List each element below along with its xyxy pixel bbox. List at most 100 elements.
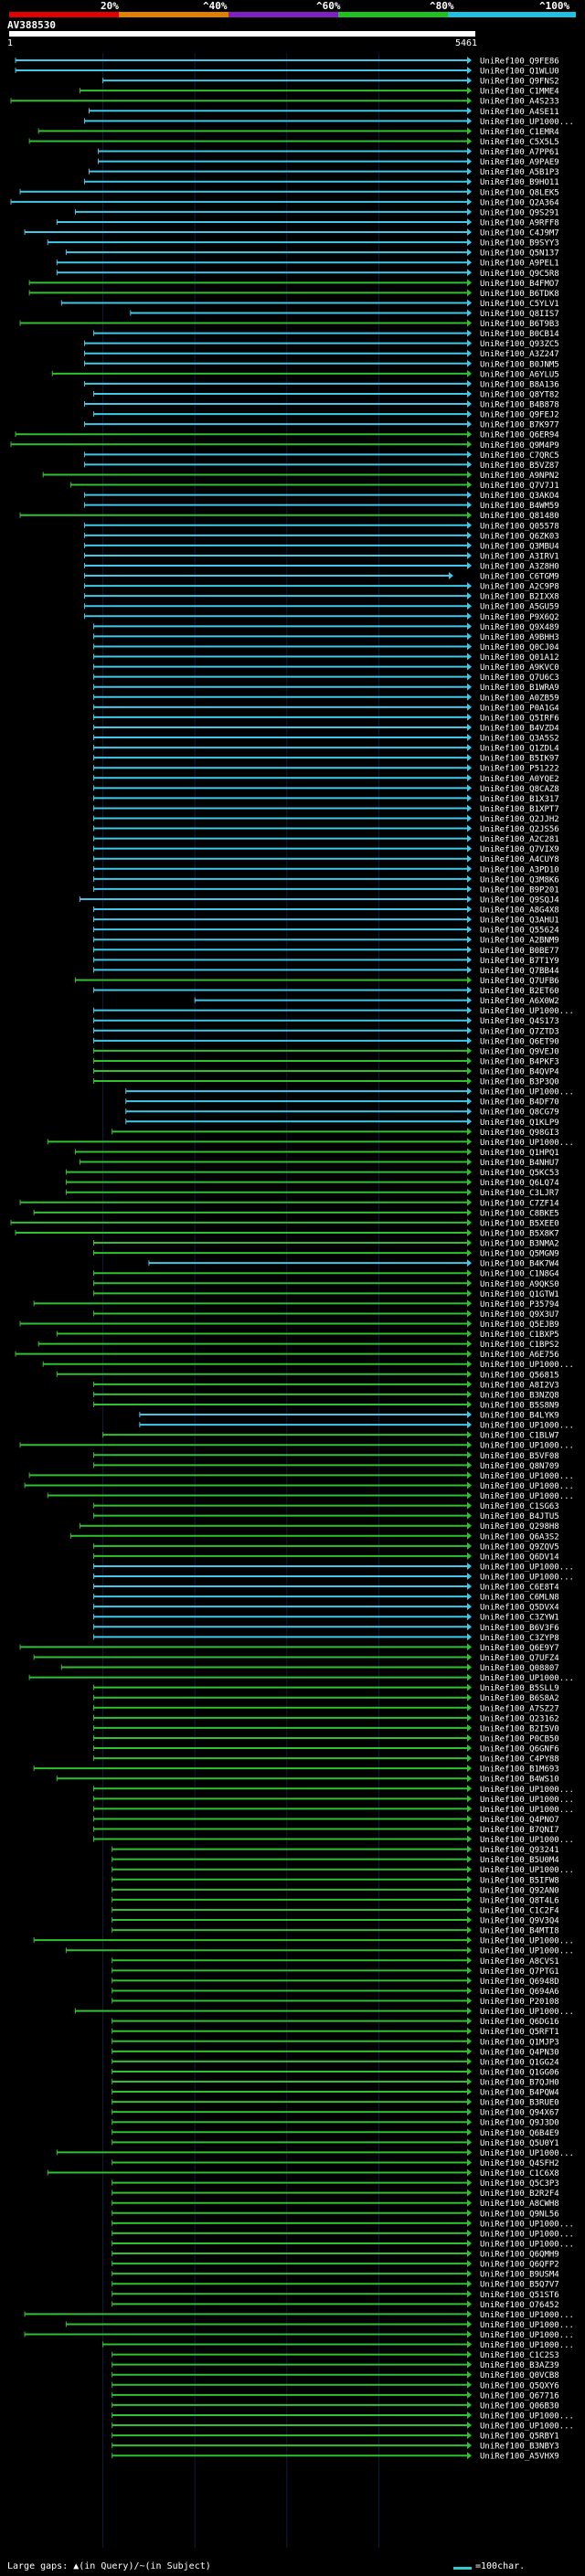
hit-row[interactable]: UniRef100_B3NZQ8 <box>93 1390 559 1401</box>
hit-row[interactable]: UniRef100_Q2JS56 <box>93 824 559 835</box>
hit-row[interactable]: UniRef100_Q1KLP9 <box>125 1118 559 1128</box>
hit-label[interactable]: UniRef100_Q9M4P9 <box>480 441 559 451</box>
hit-label[interactable]: UniRef100_B2IXX8 <box>480 593 559 602</box>
hit-label[interactable]: UniRef100_Q51ST6 <box>480 2291 559 2300</box>
hit-row[interactable]: UniRef100_C8BKE5 <box>33 1208 559 1219</box>
hit-label[interactable]: UniRef100_UP1000... <box>480 1442 574 1451</box>
hit-row[interactable]: UniRef100_UP1000... <box>112 1865 574 1876</box>
hit-label[interactable]: UniRef100_B4DF70 <box>480 1098 559 1108</box>
hit-row[interactable]: UniRef100_A4CUY8 <box>93 854 559 865</box>
hit-row[interactable]: UniRef100_UP1000... <box>33 1936 574 1946</box>
hit-row[interactable]: UniRef100_Q8T4L6 <box>112 1895 559 1906</box>
hit-label[interactable]: UniRef100_Q8CAZ8 <box>480 785 559 794</box>
hit-label[interactable]: UniRef100_Q8T4L6 <box>480 1896 559 1905</box>
hit-label[interactable]: UniRef100_C3ZYW1 <box>480 1614 559 1623</box>
hit-label[interactable]: UniRef100_UP1000... <box>480 2321 574 2330</box>
hit-row[interactable]: UniRef100_Q1GG06 <box>112 2067 559 2078</box>
hit-label[interactable]: UniRef100_C5X5L5 <box>480 138 559 147</box>
hit-row[interactable]: UniRef100_C1MME4 <box>79 87 559 97</box>
hit-label[interactable]: UniRef100_Q8YT82 <box>480 390 559 399</box>
hit-label[interactable]: UniRef100_UP1000... <box>480 2240 574 2249</box>
hit-row[interactable]: UniRef100_B1WRA9 <box>93 683 559 694</box>
hit-label[interactable]: UniRef100_A9NPN2 <box>480 472 559 481</box>
hit-row[interactable]: UniRef100_Q2A364 <box>10 197 559 208</box>
hit-row[interactable]: UniRef100_Q9C5R8 <box>56 269 559 279</box>
hit-row[interactable]: UniRef100_Q1GG24 <box>112 2057 559 2068</box>
hit-label[interactable]: UniRef100_Q55624 <box>480 927 559 936</box>
hit-row[interactable]: UniRef100_Q9FE86 <box>15 57 559 67</box>
hit-label[interactable]: UniRef100_B1XPT7 <box>480 805 559 814</box>
hit-label[interactable]: UniRef100_Q3MBU4 <box>480 542 559 551</box>
hit-label[interactable]: UniRef100_Q1WLU0 <box>480 68 559 77</box>
hit-row[interactable]: UniRef100_Q7BB44 <box>93 966 559 976</box>
hit-label[interactable]: UniRef100_C1MME4 <box>480 88 559 97</box>
hit-row[interactable]: UniRef100_Q6ET90 <box>93 1036 559 1047</box>
hit-label[interactable]: UniRef100_UP1000... <box>480 1472 574 1481</box>
hit-label[interactable]: UniRef100_B6S8A2 <box>480 1694 559 1703</box>
hit-row[interactable]: UniRef100_Q7V7J1 <box>69 481 559 492</box>
hit-label[interactable]: UniRef100_B9USM4 <box>480 2271 559 2280</box>
hit-label[interactable]: UniRef100_Q8N709 <box>480 1462 559 1471</box>
hit-row[interactable]: UniRef100_B3AZ39 <box>112 2360 559 2371</box>
hit-label[interactable]: UniRef100_B9HO11 <box>480 178 559 187</box>
hit-label[interactable]: UniRef100_P51222 <box>480 765 559 774</box>
hit-row[interactable]: UniRef100_A9BHH3 <box>93 632 559 642</box>
hit-row[interactable]: UniRef100_A4SE11 <box>89 107 559 117</box>
hit-label[interactable]: UniRef100_A6YLU5 <box>480 370 559 379</box>
hit-label[interactable]: UniRef100_Q9ZQV5 <box>480 1542 559 1552</box>
hit-row[interactable]: UniRef100_A3PD10 <box>93 864 559 875</box>
hit-row[interactable]: UniRef100_Q5MGN9 <box>93 1249 559 1259</box>
hit-row[interactable]: UniRef100_B2I5V0 <box>93 1723 559 1734</box>
hit-label[interactable]: UniRef100_Q6948D <box>480 1977 559 1987</box>
hit-row[interactable]: UniRef100_Q93241 <box>112 1845 559 1856</box>
hit-row[interactable]: UniRef100_UP1000... <box>24 1481 574 1491</box>
hit-label[interactable]: UniRef100_Q1KLP9 <box>480 1118 559 1128</box>
hit-label[interactable]: UniRef100_B6T9B3 <box>480 320 559 329</box>
hit-label[interactable]: UniRef100_C7QRC5 <box>480 451 559 461</box>
hit-row[interactable]: UniRef100_B4K7W4 <box>148 1259 559 1269</box>
hit-label[interactable]: UniRef100_UP1000... <box>480 1937 574 1946</box>
hit-row[interactable]: UniRef100_UP1000... <box>139 1421 574 1431</box>
hit-label[interactable]: UniRef100_UP1000... <box>480 1139 574 1148</box>
hit-row[interactable]: UniRef100_Q08807 <box>60 1663 559 1674</box>
hit-label[interactable]: UniRef100_Q7ZTD3 <box>480 1027 559 1036</box>
hit-label[interactable]: UniRef100_Q2JS56 <box>480 825 559 834</box>
hit-row[interactable]: UniRef100_B2ET60 <box>93 986 559 997</box>
hit-row[interactable]: UniRef100_B9SYY3 <box>47 239 559 249</box>
hit-label[interactable]: UniRef100_A2BNM9 <box>480 937 559 946</box>
hit-row[interactable]: UniRef100_Q5EJB9 <box>19 1320 559 1330</box>
hit-label[interactable]: UniRef100_UP1000... <box>480 118 574 127</box>
hit-label[interactable]: UniRef100_Q5N137 <box>480 249 559 259</box>
hit-label[interactable]: UniRef100_Q9S291 <box>480 208 559 217</box>
hit-row[interactable]: UniRef100_Q5DVX4 <box>93 1603 559 1613</box>
hit-row[interactable]: UniRef100_B7QNI7 <box>93 1825 559 1836</box>
hit-label[interactable]: UniRef100_B5X8K7 <box>480 1229 559 1238</box>
hit-row[interactable]: UniRef100_A2BNM9 <box>93 936 559 946</box>
hit-label[interactable]: UniRef100_Q9J3D0 <box>480 2119 559 2128</box>
hit-row[interactable]: UniRef100_Q5QXY6 <box>112 2380 559 2391</box>
hit-row[interactable]: UniRef100_Q6DV14 <box>93 1552 559 1563</box>
hit-row[interactable]: UniRef100_B2IXX8 <box>83 592 559 602</box>
hit-row[interactable]: UniRef100_B0BE77 <box>93 946 559 956</box>
hit-label[interactable]: UniRef100_Q4PN30 <box>480 2048 559 2057</box>
hit-label[interactable]: UniRef100_Q06B30 <box>480 2401 559 2411</box>
hit-row[interactable]: UniRef100_UP1000... <box>19 1441 574 1451</box>
hit-label[interactable]: UniRef100_C4J9M7 <box>480 229 559 239</box>
hit-label[interactable]: UniRef100_Q3AKO4 <box>480 492 559 501</box>
hit-row[interactable]: UniRef100_Q9X489 <box>93 622 559 632</box>
hit-label[interactable]: UniRef100_Q81480 <box>480 512 559 521</box>
hit-label[interactable]: UniRef100_A5VHX9 <box>480 2453 559 2462</box>
hit-label[interactable]: UniRef100_Q298H8 <box>480 1522 559 1532</box>
hit-label[interactable]: UniRef100_Q6LQ74 <box>480 1179 559 1188</box>
hit-label[interactable]: UniRef100_Q9FNS2 <box>480 78 559 87</box>
hit-row[interactable]: UniRef100_C7ZF14 <box>19 1198 559 1209</box>
hit-row[interactable]: UniRef100_B4VZD4 <box>93 723 559 734</box>
hit-label[interactable]: UniRef100_Q7U6C3 <box>480 673 559 683</box>
hit-row[interactable]: UniRef100_B3NMA2 <box>93 1239 559 1249</box>
hit-row[interactable]: UniRef100_B5S8N9 <box>93 1400 559 1411</box>
hit-row[interactable]: UniRef100_P9X6Q2 <box>83 612 559 622</box>
hit-label[interactable]: UniRef100_Q6ZK03 <box>480 532 559 541</box>
hit-label[interactable]: UniRef100_C6E8T4 <box>480 1584 559 1593</box>
hit-row[interactable]: UniRef100_P35794 <box>33 1299 559 1309</box>
hit-row[interactable]: UniRef100_C1BLW7 <box>102 1431 559 1441</box>
